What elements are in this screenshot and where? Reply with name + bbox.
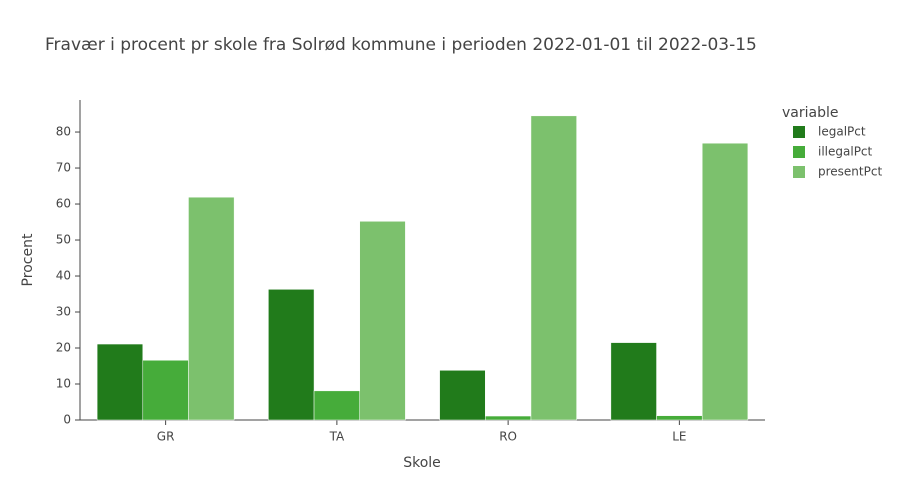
- legend-label: legalPct: [818, 125, 866, 139]
- x-axis-title: Skole: [403, 455, 441, 471]
- legend-swatch: [793, 166, 805, 178]
- bar: [142, 359, 189, 421]
- x-tick-label: LE: [672, 430, 686, 444]
- y-tick-label: 10: [56, 377, 71, 391]
- legend-label: presentPct: [818, 165, 882, 179]
- y-tick-label: 20: [56, 341, 71, 355]
- bar: [485, 415, 532, 421]
- bar: [610, 342, 657, 421]
- legend-title: variable: [782, 105, 838, 121]
- bar: [268, 289, 315, 421]
- bar: [96, 343, 144, 421]
- y-tick-label: 40: [56, 269, 71, 283]
- bar: [313, 390, 360, 421]
- y-tick-label: 80: [56, 125, 71, 139]
- y-tick-label: 30: [56, 305, 71, 319]
- x-tick-label: TA: [329, 430, 345, 444]
- y-tick-label: 60: [56, 197, 71, 211]
- y-tick-label: 50: [56, 233, 71, 247]
- bar: [656, 415, 703, 421]
- bar: [359, 221, 406, 421]
- y-axis-title: Procent: [20, 233, 36, 286]
- y-tick-label: 0: [63, 413, 71, 427]
- legend-swatch: [793, 126, 805, 138]
- bar: [439, 370, 486, 421]
- chart-title: Fravær i procent pr skole fra Solrød kom…: [45, 35, 757, 55]
- y-tick-label: 70: [56, 161, 71, 175]
- legend-label: illegalPct: [818, 145, 873, 159]
- legend-swatch: [793, 146, 805, 158]
- bar: [530, 115, 577, 421]
- bar: [188, 196, 235, 421]
- bar: [701, 142, 749, 421]
- x-tick-label: GR: [157, 430, 175, 444]
- x-tick-label: RO: [499, 430, 517, 444]
